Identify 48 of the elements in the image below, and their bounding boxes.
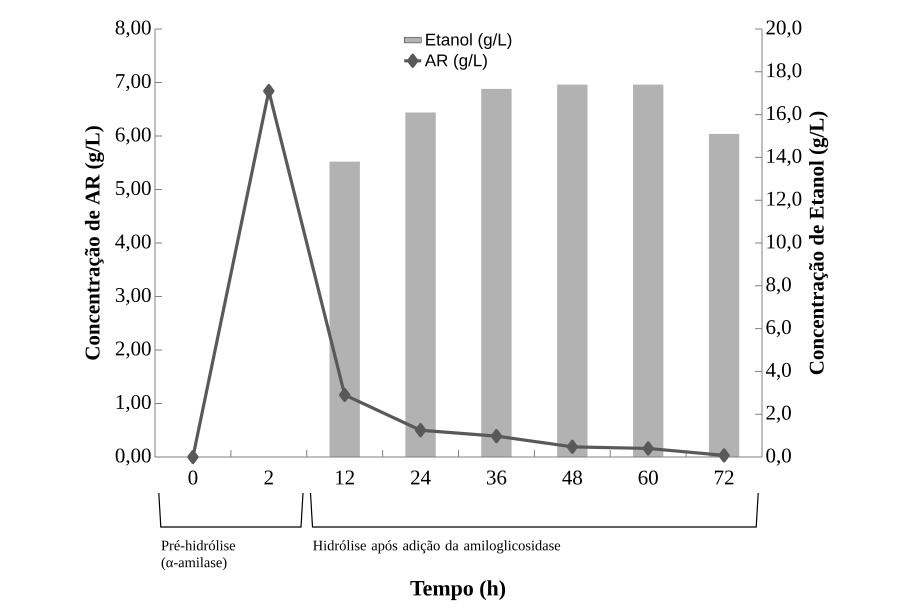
- x-tick-label: 48: [562, 470, 582, 485]
- x-axis-title: Tempo (h): [410, 580, 506, 600]
- bar: [633, 84, 664, 458]
- y2-tick-label: 4,0: [766, 362, 791, 380]
- y2-tick-label: 18,0: [767, 63, 802, 80]
- y2-tick-label: 8,0: [766, 277, 791, 294]
- point: [642, 441, 654, 456]
- bar: [557, 84, 588, 458]
- bar: [330, 162, 360, 458]
- x-tick-label: 72: [714, 470, 734, 484]
- point: [490, 429, 502, 444]
- y-tick-label: 2,00: [116, 341, 151, 359]
- y-tick-label: 1,00: [116, 394, 151, 412]
- y2-tick-label: 10,0: [767, 234, 802, 252]
- legend-label: Etanol (g/L): [426, 33, 512, 49]
- bar: [708, 134, 740, 458]
- y2-tick-label: 6,0: [766, 320, 791, 338]
- point: [414, 423, 426, 438]
- y2-tick-label: 2,0: [766, 406, 791, 423]
- y-tick-label: 6,00: [116, 127, 151, 145]
- y-tick-label: 3,00: [116, 288, 151, 306]
- point: [338, 388, 350, 402]
- point: [718, 448, 730, 462]
- point: [566, 440, 578, 454]
- bar: [405, 112, 436, 458]
- y2-tick-label: 20,0: [766, 20, 802, 38]
- y2-tick-label: 0,0: [766, 448, 791, 466]
- y-tick-label: 0,00: [116, 448, 151, 466]
- x-tick-label: 12: [336, 470, 354, 484]
- bar: [481, 88, 512, 458]
- y-tick-label: 5,00: [116, 180, 151, 198]
- x-tick-label: 2: [264, 470, 273, 484]
- y-tick-label: 4,00: [115, 234, 151, 252]
- x-tick-label: 24: [411, 470, 431, 484]
- y2-tick-label: 12,0: [767, 192, 802, 209]
- y-tick-label: 7,00: [116, 74, 151, 92]
- y-axis-title: Concentração de AR (g/L): [84, 126, 104, 360]
- text: Hidrólise após adição da amiloglicosidase: [313, 540, 560, 554]
- x-tick-label: 60: [638, 470, 658, 485]
- point: [187, 450, 199, 464]
- legend-label: AR (g/L): [424, 54, 487, 70]
- y2-tick-label: 14,0: [767, 148, 802, 166]
- text: Pré-hidrólise (α-amilase): [161, 540, 236, 570]
- y2-tick-label: 16,0: [767, 106, 802, 124]
- x-tick-label: 0: [188, 470, 198, 485]
- x-tick-label: 36: [486, 470, 506, 485]
- y2-axis-title: Concentração de Etanol (g/L): [808, 112, 828, 374]
- y-tick-label: 8,00: [116, 20, 151, 38]
